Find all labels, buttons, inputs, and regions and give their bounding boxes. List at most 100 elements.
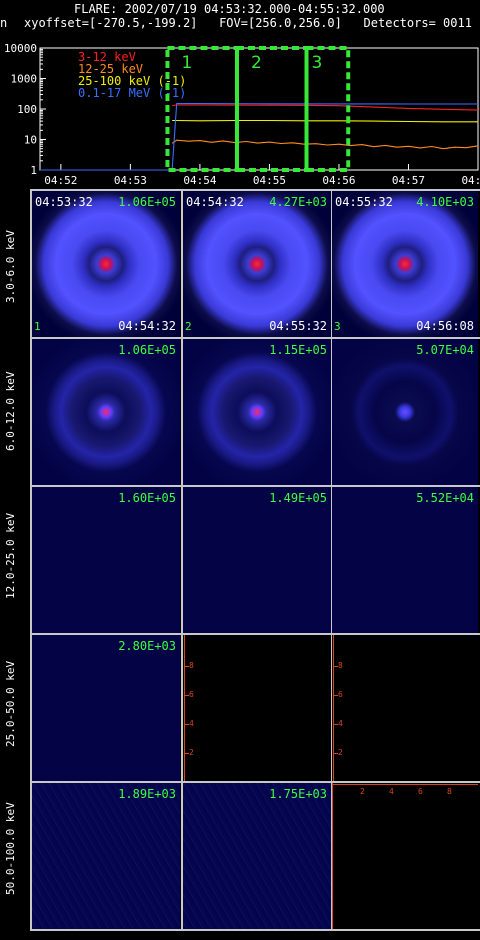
image-cell: 1.75E+03 bbox=[183, 783, 331, 929]
image-cell: 1.06E+05 bbox=[32, 339, 180, 485]
interval-start-time: 04:53:32 bbox=[35, 195, 93, 209]
interval-label-2: 2 bbox=[251, 53, 262, 73]
x-tick-label: 04:53 bbox=[114, 174, 147, 186]
peak-value: 5.52E+04 bbox=[416, 491, 474, 505]
interval-end-time: 04:56:08 bbox=[416, 319, 474, 333]
empty-axis-tick bbox=[185, 753, 189, 754]
xyoffset-fov-detectors: xyoffset=[-270.5,-199.2] FOV=[256.0,256.… bbox=[24, 16, 472, 30]
image-cell: 5.52E+04 bbox=[332, 487, 478, 633]
grid-divider bbox=[330, 189, 332, 931]
empty-axis-tick-label: 8 bbox=[338, 661, 343, 670]
series-line-3 bbox=[172, 119, 478, 123]
interval-number: 3 bbox=[334, 320, 341, 333]
empty-axis-tick-label: 4 bbox=[189, 719, 194, 728]
line2-prefix: n bbox=[0, 16, 8, 30]
empty-axis-tick-label: 6 bbox=[338, 690, 343, 699]
image-cell: 2 4 6 8 bbox=[332, 635, 478, 781]
empty-axis-line bbox=[333, 635, 334, 781]
grid-divider bbox=[181, 189, 183, 931]
image-cell: 2 4 6 8 bbox=[183, 635, 331, 781]
energy-label: 3.0-6.0 keV bbox=[4, 230, 17, 303]
interval-end-time: 04:54:32 bbox=[118, 319, 176, 333]
peak-value: 1.75E+03 bbox=[269, 787, 327, 801]
interval-box-1 bbox=[165, 46, 239, 172]
interval-box-2 bbox=[234, 46, 309, 172]
legend-entry-4: 0.1-17 MeV (-1) bbox=[78, 86, 186, 100]
legend-entry-2: 12-25 keV bbox=[78, 62, 143, 76]
image-cell: 1.15E+05 bbox=[183, 339, 331, 485]
empty-axis-tick-label: 4 bbox=[338, 719, 343, 728]
peak-value: 4.27E+03 bbox=[269, 195, 327, 209]
grid-divider bbox=[30, 929, 480, 931]
interval-start-time: 04:54:32 bbox=[186, 195, 244, 209]
interval-number: 1 bbox=[34, 320, 41, 333]
peak-value: 1.15E+05 bbox=[269, 343, 327, 357]
x-tick-label: 04:58 bbox=[461, 174, 480, 186]
image-cell: 4.10E+03 04:55:32 04:56:08 3 bbox=[332, 191, 478, 337]
legend-entry-3: 25-100 keV (-1) bbox=[78, 74, 186, 88]
x-tick-label: 04:56 bbox=[322, 174, 355, 186]
legend-entry-1: 3-12 keV bbox=[78, 50, 136, 64]
y-tick-label: 10 bbox=[24, 134, 37, 147]
image-cell: 1.49E+05 bbox=[183, 487, 331, 633]
x-tick-label: 04:57 bbox=[392, 174, 425, 186]
x-tick-label: 04:55 bbox=[253, 174, 286, 186]
y-tick-label: 1 bbox=[30, 164, 37, 177]
empty-axis-line bbox=[332, 784, 478, 785]
energy-label: 50.0-100.0 keV bbox=[4, 802, 17, 895]
image-cell: 1.60E+05 bbox=[32, 487, 180, 633]
grid-divider bbox=[30, 337, 480, 339]
empty-axis-tick bbox=[334, 724, 338, 725]
empty-axis-tick-label: 8 bbox=[447, 787, 452, 796]
empty-axis-line bbox=[184, 635, 185, 781]
empty-axis-tick bbox=[185, 724, 189, 725]
empty-axis-tick-label: 8 bbox=[189, 661, 194, 670]
image-cell: 2.80E+03 bbox=[32, 635, 180, 781]
peak-value: 5.07E+04 bbox=[416, 343, 474, 357]
image-cell: 1.89E+03 bbox=[32, 783, 180, 929]
empty-axis-line bbox=[332, 783, 333, 929]
image-cell: 4.27E+03 04:54:32 04:55:32 2 bbox=[183, 191, 331, 337]
grid-divider bbox=[30, 633, 480, 635]
image-cell: 5.07E+04 bbox=[332, 339, 478, 485]
series-line-1 bbox=[172, 104, 479, 111]
series-line-2 bbox=[171, 139, 479, 150]
image-cell: 1.06E+05 04:53:32 04:54:32 1 bbox=[32, 191, 180, 337]
grid-divider bbox=[30, 189, 32, 931]
y-tick-label: 1000 bbox=[11, 73, 38, 86]
grid-divider bbox=[30, 781, 480, 783]
empty-axis-tick bbox=[334, 666, 338, 667]
empty-axis-tick-label: 2 bbox=[360, 787, 365, 796]
interval-label-3: 3 bbox=[312, 53, 323, 73]
y-tick-label: 10000 bbox=[4, 42, 37, 55]
empty-axis-tick-label: 4 bbox=[389, 787, 394, 796]
interval-start-time: 04:55:32 bbox=[335, 195, 393, 209]
peak-value: 1.89E+03 bbox=[118, 787, 176, 801]
peak-value: 1.06E+05 bbox=[118, 343, 176, 357]
peak-value: 1.60E+05 bbox=[118, 491, 176, 505]
interval-label-1: 1 bbox=[181, 53, 192, 73]
empty-axis-tick-label: 6 bbox=[418, 787, 423, 796]
empty-axis-tick bbox=[334, 753, 338, 754]
empty-axis-tick-label: 6 bbox=[189, 690, 194, 699]
image-cell: 2 4 6 8 bbox=[332, 783, 478, 929]
interval-box-3 bbox=[304, 46, 351, 172]
x-tick-label: 04:52 bbox=[44, 174, 77, 186]
energy-label: 6.0-12.0 keV bbox=[4, 371, 17, 451]
energy-label: 25.0-50.0 keV bbox=[4, 660, 17, 747]
lightcurve-plot: 10000 1000 100 10 1 04:52 04:53 04:54 04:55 04:56… bbox=[4, 42, 480, 186]
series-line-4 bbox=[40, 103, 478, 171]
grid-divider bbox=[30, 485, 480, 487]
peak-value: 4.10E+03 bbox=[416, 195, 474, 209]
energy-label: 12.0-25.0 keV bbox=[4, 512, 17, 599]
peak-value: 1.06E+05 bbox=[118, 195, 176, 209]
empty-axis-tick bbox=[334, 695, 338, 696]
y-tick-label: 100 bbox=[17, 103, 37, 116]
grid-divider bbox=[30, 189, 480, 191]
empty-axis-tick bbox=[185, 666, 189, 667]
peak-value: 2.80E+03 bbox=[118, 639, 176, 653]
interval-number: 2 bbox=[185, 320, 192, 333]
x-tick-label: 04:54 bbox=[183, 174, 216, 186]
empty-axis-tick-label: 2 bbox=[338, 748, 343, 757]
flare-title: FLARE: 2002/07/19 04:53:32.000-04:55:32.… bbox=[74, 2, 385, 16]
